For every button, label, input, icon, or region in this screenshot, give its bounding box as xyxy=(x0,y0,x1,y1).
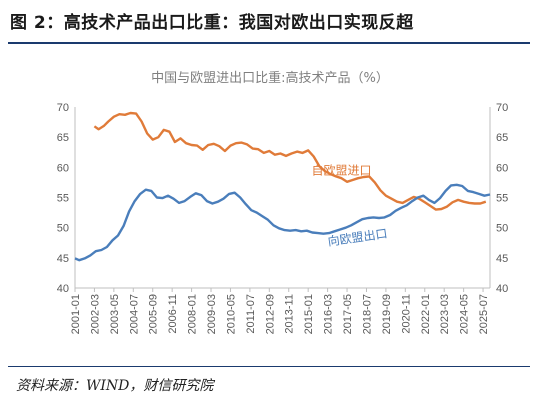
y-tick-label-left: 40 xyxy=(57,283,69,295)
x-tick-label: 2015-01 xyxy=(303,294,315,334)
title-rule xyxy=(8,42,530,44)
y-tick-label-left: 60 xyxy=(57,162,69,174)
x-tick-label: 2017-05 xyxy=(342,294,354,334)
x-tick-label: 2004-07 xyxy=(128,294,140,334)
x-tick-label: 2005-09 xyxy=(148,294,160,334)
y-tick-label-right: 65 xyxy=(496,132,508,144)
y-tick-label-left: 55 xyxy=(57,193,69,205)
export-series-line xyxy=(74,183,491,262)
y-tick-label-right: 70 xyxy=(496,102,508,114)
y-tick-label-right: 50 xyxy=(496,223,508,235)
x-tick-label: 2011-07 xyxy=(245,294,257,334)
y-tick-label-right: 55 xyxy=(496,193,508,205)
x-tick-label: 2019-09 xyxy=(381,294,393,334)
x-tick-label: 2001-01 xyxy=(70,294,82,334)
left-y-ticks: 40 45 50 55 60 65 70 xyxy=(57,102,69,295)
y-tick-label-right: 40 xyxy=(496,283,508,295)
x-ticks: 2001-01 2002-03 2003-05 2004-07 2005-09 2006-… xyxy=(70,288,490,334)
source-rule xyxy=(8,366,530,367)
x-tick-label: 2002-03 xyxy=(89,294,101,334)
x-tick-label: 2013-11 xyxy=(284,294,296,334)
x-tick-label: 2012-09 xyxy=(264,294,276,334)
y-tick-label-left: 70 xyxy=(57,102,69,114)
y-tick-label-left: 50 xyxy=(57,223,69,235)
x-tick-label: 2022-01 xyxy=(420,294,432,334)
x-tick-label: 2010-05 xyxy=(225,294,237,334)
x-tick-label: 2023-03 xyxy=(439,294,451,334)
x-tick-label: 2008-01 xyxy=(187,294,199,334)
x-tick-label: 2006-11 xyxy=(167,294,179,334)
x-tick-label: 2003-05 xyxy=(109,294,121,334)
import-series-line xyxy=(93,111,487,211)
x-tick-label: 2025-07 xyxy=(478,294,490,334)
x-tick-label: 2009-03 xyxy=(206,294,218,334)
y-tick-label-right: 60 xyxy=(496,162,508,174)
x-tick-label: 2018-07 xyxy=(361,294,373,334)
x-tick-label: 2020-11 xyxy=(400,294,412,334)
chart-title: 中国与欧盟进出口比重:高技术产品（%） xyxy=(151,70,389,86)
source-note: 资料来源：WIND，财信研究院 xyxy=(16,378,214,394)
x-tick-label: 2016-03 xyxy=(323,294,335,334)
x-tick-label: 2024-05 xyxy=(459,294,471,334)
y-tick-label-left: 65 xyxy=(57,132,69,144)
export-series-label: 向欧盟出口 xyxy=(327,225,389,248)
y-tick-label-left: 45 xyxy=(57,253,69,265)
import-series-label: 自欧盟进口 xyxy=(311,164,371,178)
line-chart: 中国与欧盟进出口比重:高技术产品（%） 40 45 50 55 60 65 70 40 45 5… xyxy=(57,70,509,334)
right-y-ticks: 40 45 50 55 60 65 70 xyxy=(496,102,508,295)
y-tick-label-right: 45 xyxy=(496,253,508,265)
figure-title: 图 2：高技术产品出口比重：我国对欧出口实现反超 xyxy=(10,13,414,33)
